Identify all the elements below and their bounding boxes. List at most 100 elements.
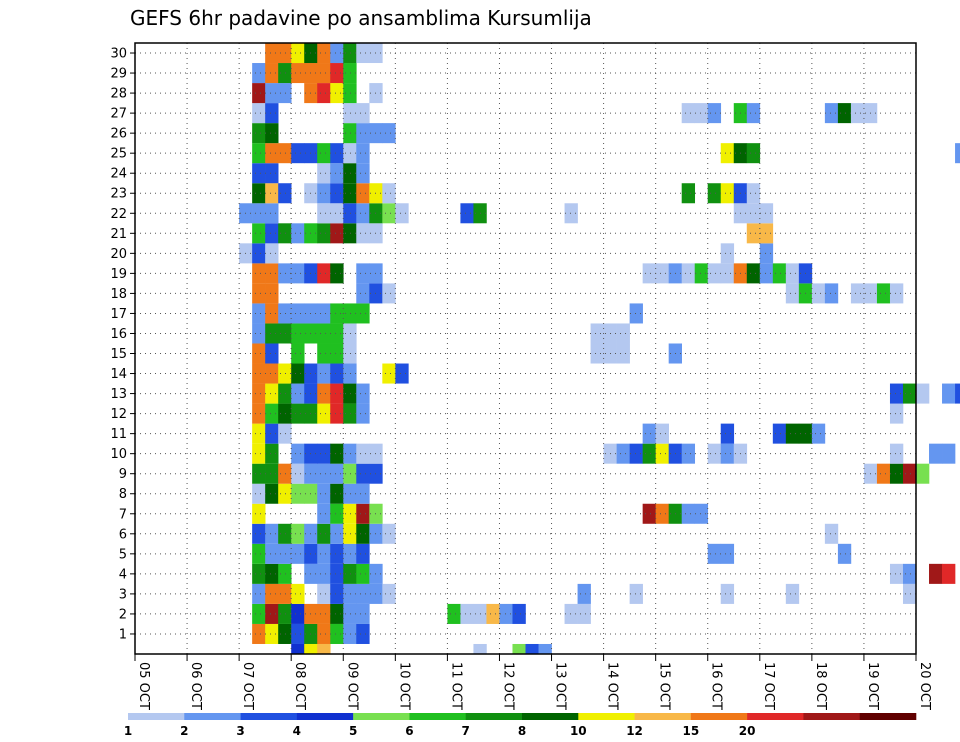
heatmap-cell [824, 523, 839, 544]
heatmap-cell [707, 103, 722, 124]
y-tick-label: 5 [119, 547, 127, 562]
heatmap-cell [343, 223, 357, 244]
heatmap-cell [785, 583, 800, 604]
heatmap-cell [460, 603, 474, 624]
heatmap-cell [655, 503, 669, 524]
heatmap-cell [942, 443, 956, 464]
heatmap-cell [265, 163, 279, 184]
x-tick-label: 19 OCT [865, 662, 880, 710]
heatmap-cell [317, 443, 331, 464]
heatmap-cell [317, 303, 331, 324]
heatmap-cell [382, 283, 396, 304]
heatmap-cell [824, 283, 839, 304]
heatmap-cell [356, 103, 370, 124]
heatmap-cell [278, 483, 292, 504]
heatmap-cells [239, 43, 960, 654]
heatmap-cell [356, 303, 370, 324]
heatmap-cell [265, 563, 279, 584]
y-tick-label: 27 [110, 107, 127, 122]
heatmap-cell [343, 543, 357, 564]
heatmap-cell [356, 463, 370, 484]
heatmap-cell [317, 343, 331, 364]
heatmap-cell [317, 263, 331, 284]
heatmap-cell [356, 43, 370, 64]
heatmap-cell [382, 363, 396, 384]
heatmap-cell [278, 403, 292, 424]
heatmap-cell [265, 83, 279, 104]
y-tick-label: 21 [110, 227, 127, 242]
heatmap-cell [590, 323, 604, 344]
legend-swatch [634, 713, 692, 720]
heatmap-cell [499, 603, 513, 624]
heatmap-cell [252, 503, 266, 524]
x-tick-label: 17 OCT [761, 662, 776, 710]
heatmap-cell [278, 43, 292, 64]
heatmap-cell [343, 503, 357, 524]
heatmap-cell [317, 83, 331, 104]
heatmap-cell [343, 523, 357, 544]
heatmap-cell [330, 63, 344, 84]
heatmap-cell [772, 263, 787, 284]
heatmap-cell [916, 463, 930, 484]
heatmap-cell [746, 183, 761, 204]
heatmap-cell [252, 283, 266, 304]
y-tick-label: 3 [119, 587, 127, 602]
heatmap-cell [356, 123, 370, 144]
heatmap-cell [343, 83, 357, 104]
heatmap-cell [343, 123, 357, 144]
heatmap-cell [382, 203, 396, 224]
heatmap-cell [343, 383, 357, 404]
heatmap-cell [252, 103, 266, 124]
y-tick-label: 20 [110, 247, 127, 262]
heatmap-cell [356, 163, 370, 184]
y-tick-label: 1 [119, 627, 127, 642]
heatmap-cell [265, 343, 279, 364]
x-tick-label: 06 OCT [188, 662, 203, 710]
heatmap-cell [278, 383, 292, 404]
legend-swatch [578, 713, 635, 720]
heatmap-cell [694, 263, 709, 284]
heatmap-cell [512, 603, 526, 624]
heatmap-cell [343, 143, 357, 164]
heatmap-cell [395, 203, 409, 224]
x-tick-label: 05 OCT [136, 662, 151, 710]
heatmap-cell [252, 603, 266, 624]
heatmap-cell [252, 263, 266, 284]
heatmap-cell [330, 183, 344, 204]
heatmap-cell [902, 383, 917, 404]
legend-swatch [240, 713, 298, 720]
heatmap-cell [330, 143, 344, 164]
y-tick-label: 24 [110, 167, 127, 182]
heatmap-cell [486, 603, 500, 624]
heatmap-cell [291, 383, 305, 404]
heatmap-cell [343, 563, 357, 584]
heatmap-cell [343, 323, 357, 344]
heatmap-cell [746, 263, 761, 284]
heatmap-cell [330, 363, 344, 384]
heatmap-cell [265, 143, 279, 164]
heatmap-cell [278, 143, 292, 164]
x-tick-label: 14 OCT [605, 662, 620, 710]
heatmap-cell [291, 643, 305, 654]
legend-swatch [803, 713, 861, 720]
heatmap-cell [681, 103, 696, 124]
y-tick-label: 10 [110, 447, 127, 462]
heatmap-cell [278, 463, 292, 484]
heatmap-cell [278, 83, 292, 104]
heatmap-cell [707, 263, 722, 284]
heatmap-cell [759, 263, 774, 284]
heatmap-cell [265, 463, 279, 484]
heatmap-cell [343, 483, 357, 504]
heatmap-cell [629, 443, 643, 464]
heatmap-cell [291, 523, 305, 544]
heatmap-cell [265, 303, 279, 324]
legend-label: 1 [124, 724, 132, 738]
heatmap-cell [343, 103, 357, 124]
legend-swatch [296, 713, 354, 720]
heatmap-cell [330, 203, 344, 224]
heatmap-cell [343, 43, 357, 64]
heatmap-cell [278, 423, 292, 444]
heatmap-cell [252, 483, 266, 504]
legend-label: 2 [180, 724, 188, 738]
heatmap-cell [265, 543, 279, 564]
